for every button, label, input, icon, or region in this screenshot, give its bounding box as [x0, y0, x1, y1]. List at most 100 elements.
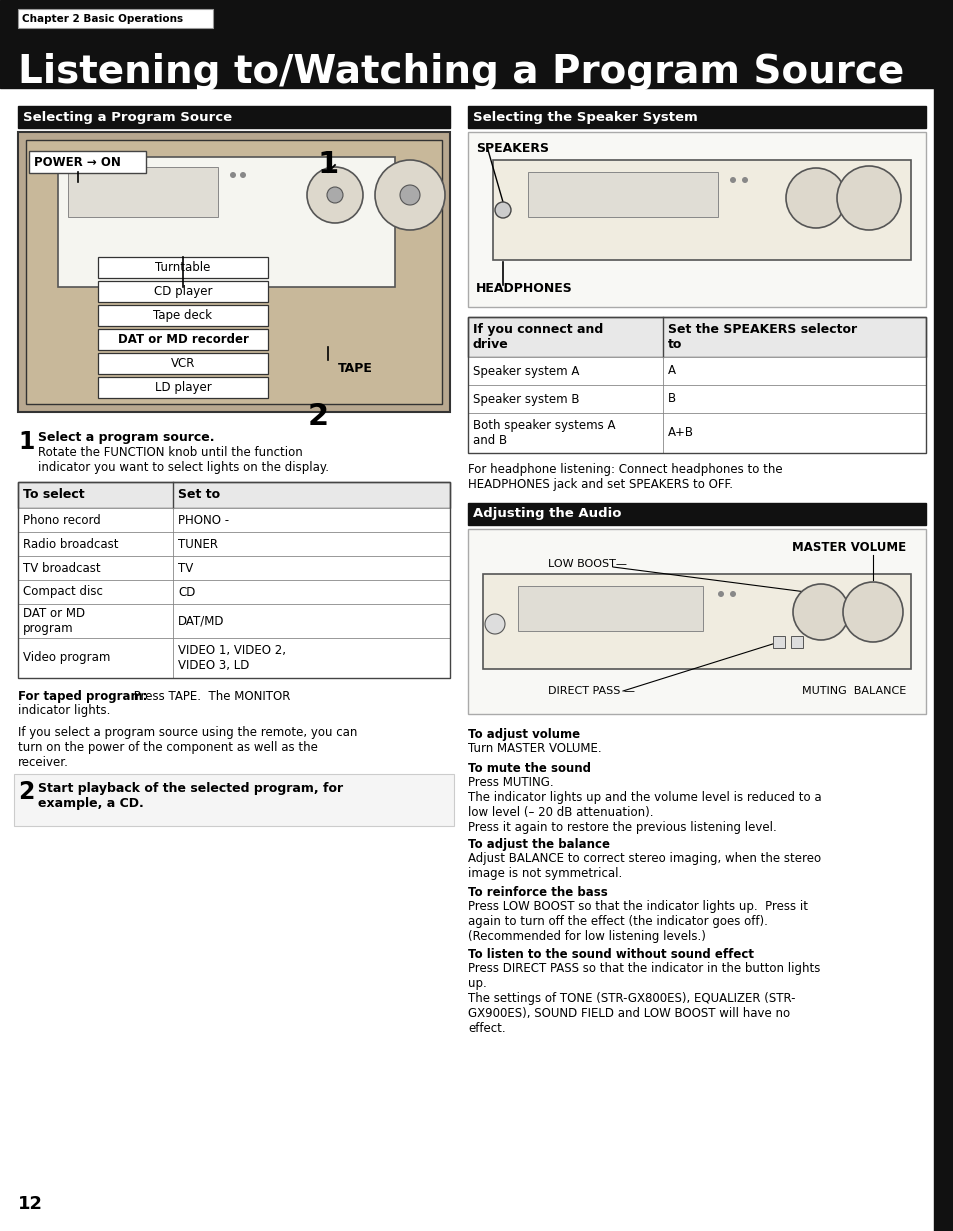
- Circle shape: [240, 172, 246, 178]
- Bar: [468, 318, 925, 357]
- Circle shape: [495, 202, 511, 218]
- Bar: [933, 0, 953, 1231]
- Text: To adjust the balance: To adjust the balance: [468, 838, 609, 851]
- Circle shape: [792, 583, 848, 640]
- Bar: [18, 132, 450, 412]
- Bar: [98, 305, 268, 326]
- Text: VCR: VCR: [171, 357, 195, 371]
- Bar: [527, 172, 718, 217]
- FancyBboxPatch shape: [18, 9, 213, 28]
- Text: Press LOW BOOST so that the indicator lights up.  Press it
again to turn off the: Press LOW BOOST so that the indicator li…: [468, 900, 807, 943]
- Bar: [18, 556, 450, 580]
- Bar: [18, 532, 450, 556]
- Text: Chapter 2 Basic Operations: Chapter 2 Basic Operations: [22, 14, 183, 23]
- Text: Adjust BALANCE to correct stereo imaging, when the stereo
image is not symmetric: Adjust BALANCE to correct stereo imaging…: [468, 852, 821, 880]
- Text: For headphone listening: Connect headphones to the
HEADPHONES jack and set SPEAK: For headphone listening: Connect headpho…: [468, 463, 781, 491]
- Text: 1: 1: [18, 430, 34, 454]
- Bar: [26, 140, 441, 404]
- Circle shape: [836, 166, 900, 230]
- Text: Phono record: Phono record: [23, 513, 101, 527]
- Text: Both speaker systems A
and B: Both speaker systems A and B: [473, 419, 615, 447]
- Bar: [482, 574, 910, 668]
- Circle shape: [307, 167, 363, 223]
- Text: TV: TV: [178, 561, 193, 575]
- Circle shape: [718, 591, 723, 597]
- Text: To adjust volume: To adjust volume: [468, 728, 579, 741]
- Bar: [468, 132, 925, 307]
- Text: 1: 1: [317, 150, 338, 178]
- Bar: [493, 160, 910, 260]
- Text: VIDEO 1, VIDEO 2,
VIDEO 3, LD: VIDEO 1, VIDEO 2, VIDEO 3, LD: [178, 644, 286, 672]
- Text: A: A: [667, 364, 676, 378]
- Text: Turn MASTER VOLUME.: Turn MASTER VOLUME.: [468, 742, 601, 755]
- Bar: [68, 167, 218, 217]
- Bar: [58, 158, 395, 287]
- Text: Set to: Set to: [178, 489, 220, 501]
- Circle shape: [327, 187, 343, 203]
- Text: DAT or MD
program: DAT or MD program: [23, 607, 85, 635]
- Bar: [18, 483, 450, 678]
- Bar: [98, 257, 268, 278]
- Bar: [98, 329, 268, 350]
- Text: To mute the sound: To mute the sound: [468, 762, 590, 776]
- Circle shape: [729, 177, 735, 183]
- Text: Adjusting the Audio: Adjusting the Audio: [473, 507, 620, 521]
- Text: Turntable: Turntable: [155, 261, 211, 275]
- Text: For taped program:: For taped program:: [18, 691, 148, 703]
- Text: LOW BOOST—: LOW BOOST—: [547, 559, 626, 569]
- Text: MUTING  BALANCE: MUTING BALANCE: [801, 686, 905, 696]
- Bar: [98, 353, 268, 374]
- Bar: [468, 385, 925, 412]
- Text: Press DIRECT PASS so that the indicator in the button lights
up.
The settings of: Press DIRECT PASS so that the indicator …: [468, 961, 820, 1035]
- Bar: [18, 580, 450, 604]
- Text: TV broadcast: TV broadcast: [23, 561, 100, 575]
- Bar: [468, 318, 925, 453]
- Bar: [18, 638, 450, 678]
- Text: PHONO -: PHONO -: [178, 513, 229, 527]
- Circle shape: [842, 582, 902, 643]
- Text: DIRECT PASS —: DIRECT PASS —: [547, 686, 635, 696]
- Bar: [18, 508, 450, 532]
- Text: Press TAPE.  The MONITOR: Press TAPE. The MONITOR: [130, 691, 290, 703]
- Circle shape: [375, 160, 444, 230]
- Bar: [18, 106, 450, 128]
- Text: CD: CD: [178, 586, 195, 598]
- Text: Start playback of the selected program, for
example, a CD.: Start playback of the selected program, …: [38, 782, 343, 810]
- Text: POWER → ON: POWER → ON: [34, 156, 121, 170]
- Circle shape: [484, 614, 504, 634]
- Text: DAT/MD: DAT/MD: [178, 614, 224, 628]
- Bar: [468, 529, 925, 714]
- Bar: [790, 636, 802, 648]
- Text: To select: To select: [23, 489, 85, 501]
- Text: SPEAKERS: SPEAKERS: [476, 142, 548, 155]
- Text: Set the SPEAKERS selector
to: Set the SPEAKERS selector to: [667, 323, 856, 351]
- Text: indicator lights.: indicator lights.: [18, 704, 111, 716]
- Text: A+B: A+B: [667, 426, 693, 439]
- Text: Radio broadcast: Radio broadcast: [23, 538, 118, 550]
- Text: Select a program source.: Select a program source.: [38, 431, 214, 444]
- Text: Speaker system B: Speaker system B: [473, 393, 578, 405]
- Text: MASTER VOLUME: MASTER VOLUME: [791, 540, 905, 554]
- Text: Press MUTING.
The indicator lights up and the volume level is reduced to a
low l: Press MUTING. The indicator lights up an…: [468, 776, 821, 833]
- Bar: [468, 503, 925, 524]
- Bar: [468, 412, 925, 453]
- Text: To reinforce the bass: To reinforce the bass: [468, 886, 607, 899]
- Text: DAT or MD recorder: DAT or MD recorder: [117, 334, 248, 346]
- Circle shape: [230, 172, 235, 178]
- Text: LD player: LD player: [154, 382, 212, 394]
- Circle shape: [399, 185, 419, 206]
- Text: Speaker system A: Speaker system A: [473, 364, 578, 378]
- Text: To listen to the sound without sound effect: To listen to the sound without sound eff…: [468, 948, 753, 961]
- Circle shape: [729, 591, 735, 597]
- Circle shape: [741, 177, 747, 183]
- Text: TUNER: TUNER: [178, 538, 218, 550]
- Text: TAPE: TAPE: [337, 362, 373, 375]
- Text: HEADPHONES: HEADPHONES: [476, 282, 572, 295]
- Circle shape: [785, 167, 845, 228]
- Text: Rotate the FUNCTION knob until the function
indicator you want to select lights : Rotate the FUNCTION knob until the funct…: [38, 446, 329, 474]
- Bar: [14, 774, 454, 826]
- Bar: [0, 0, 953, 87]
- Text: B: B: [667, 393, 676, 405]
- Text: 2: 2: [307, 403, 328, 431]
- Bar: [468, 357, 925, 385]
